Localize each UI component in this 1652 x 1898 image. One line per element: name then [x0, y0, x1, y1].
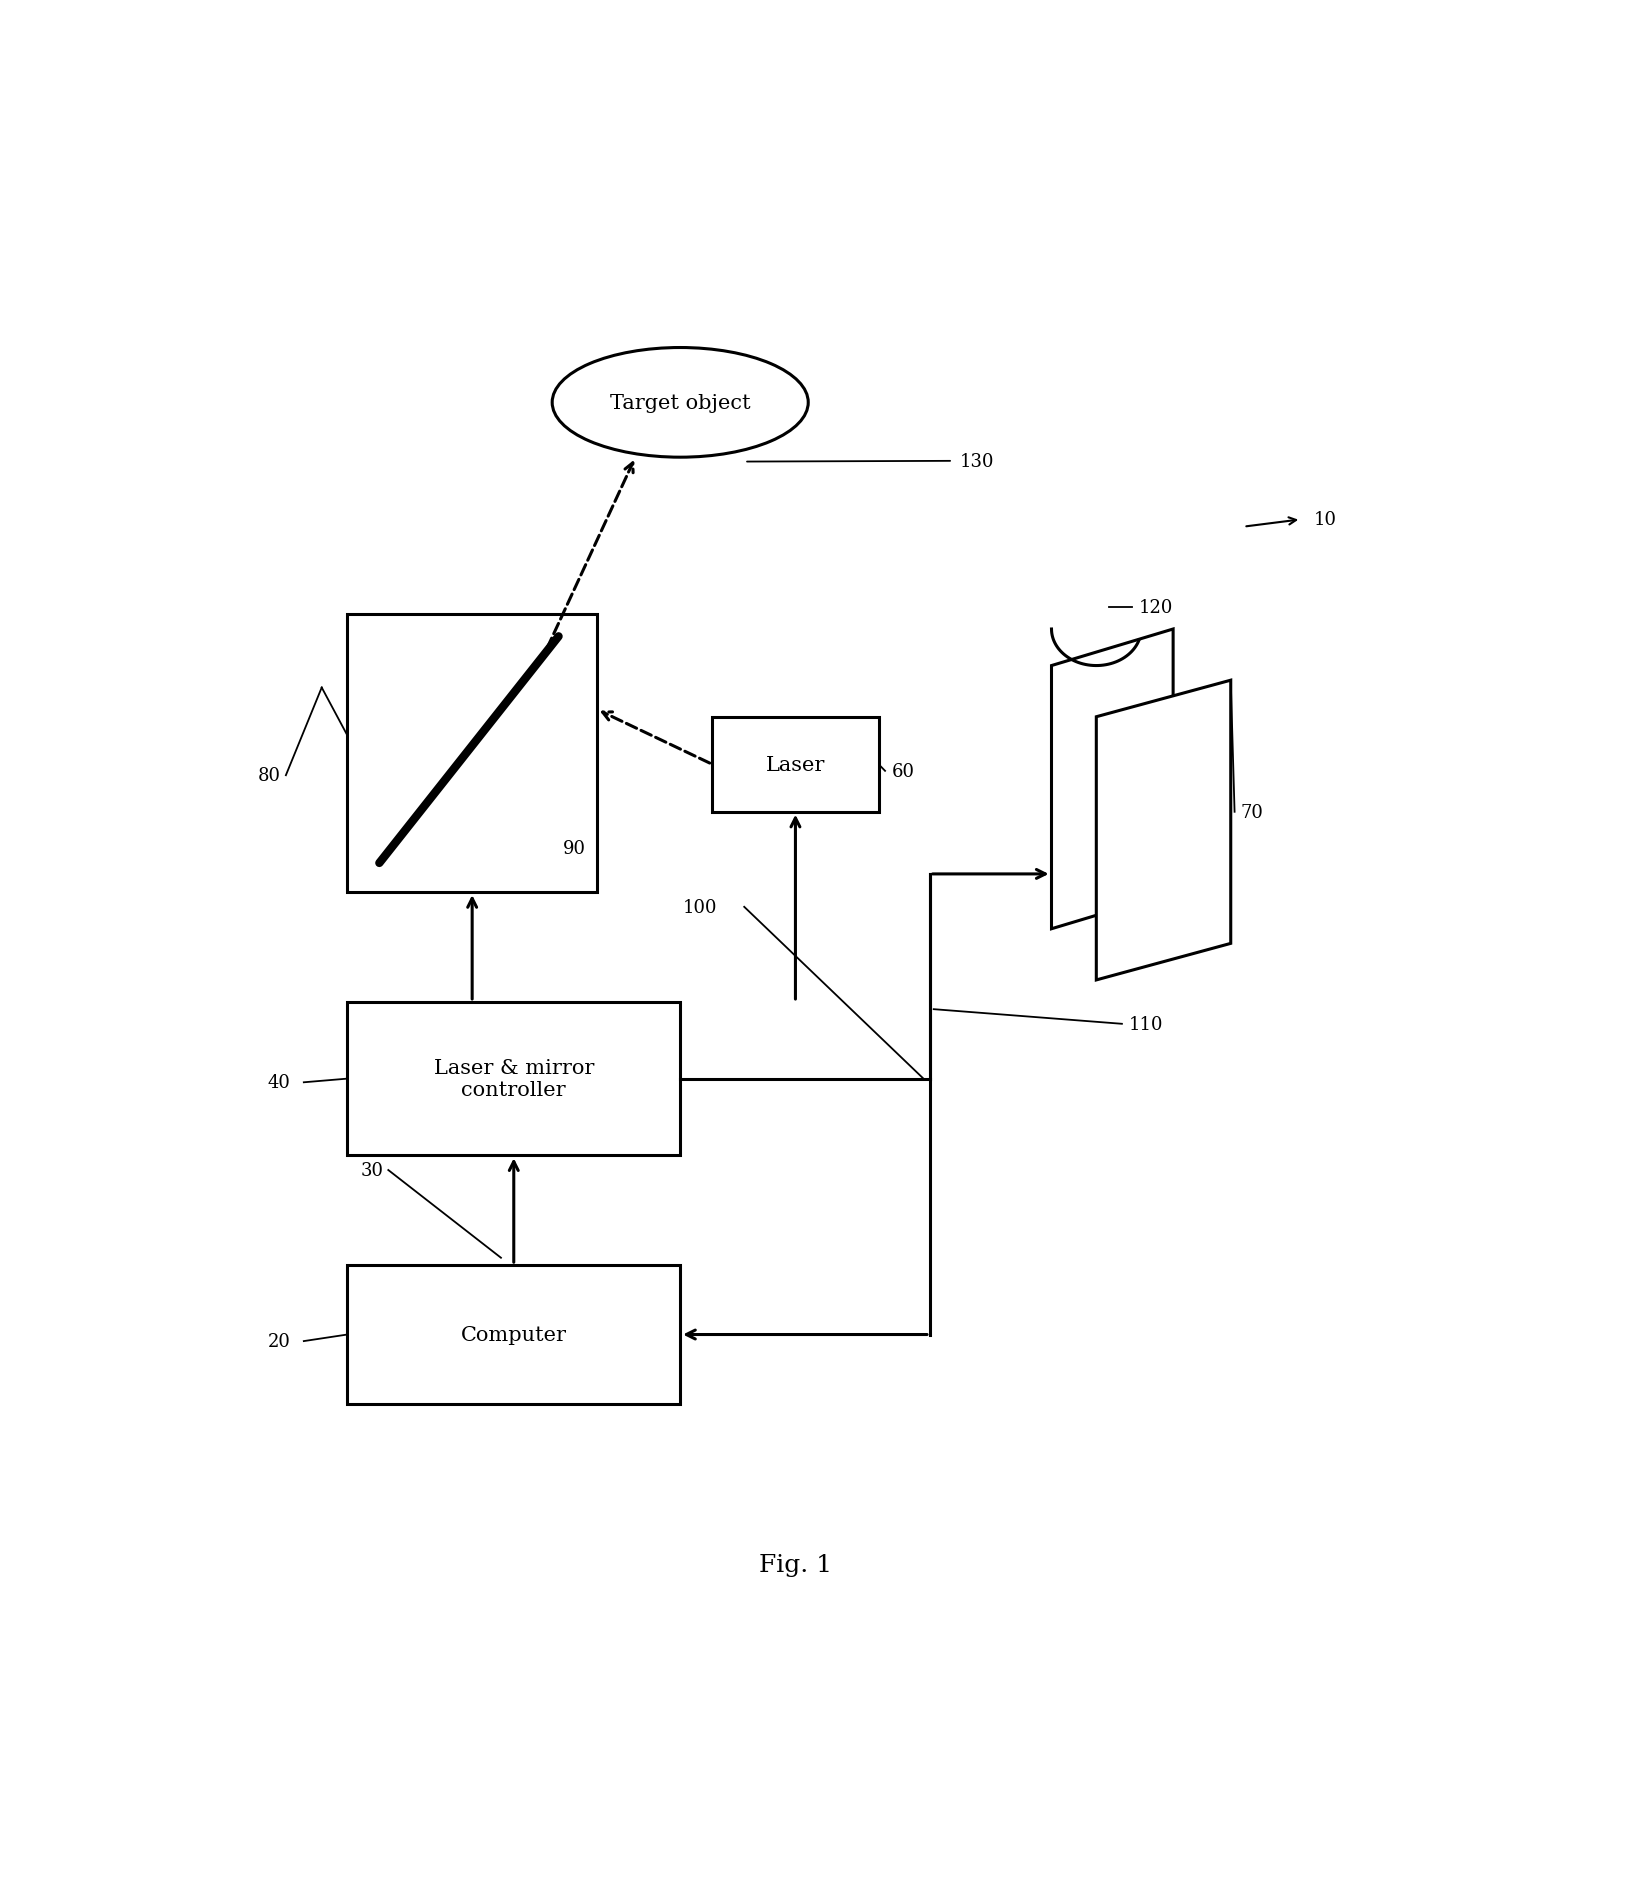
- Text: 70: 70: [1241, 803, 1264, 822]
- FancyBboxPatch shape: [347, 1266, 681, 1405]
- Text: 100: 100: [682, 898, 717, 917]
- Polygon shape: [1097, 681, 1231, 981]
- Polygon shape: [1052, 630, 1173, 930]
- Text: 120: 120: [1138, 598, 1173, 617]
- FancyBboxPatch shape: [347, 1002, 681, 1156]
- Text: 10: 10: [1313, 511, 1336, 530]
- Text: Laser: Laser: [767, 755, 824, 774]
- Ellipse shape: [552, 349, 808, 457]
- Text: 130: 130: [960, 452, 995, 471]
- FancyBboxPatch shape: [712, 717, 879, 812]
- Text: 110: 110: [1128, 1015, 1163, 1033]
- Text: Fig. 1: Fig. 1: [758, 1553, 833, 1577]
- Text: 30: 30: [360, 1162, 383, 1179]
- Text: 40: 40: [268, 1074, 291, 1091]
- Text: Target object: Target object: [610, 393, 750, 412]
- Text: 80: 80: [258, 767, 281, 784]
- Text: Laser & mirror
controller: Laser & mirror controller: [433, 1059, 595, 1099]
- Text: Computer: Computer: [461, 1325, 567, 1344]
- Text: 60: 60: [892, 763, 915, 780]
- Text: 20: 20: [268, 1332, 291, 1349]
- Text: 90: 90: [562, 841, 585, 858]
- FancyBboxPatch shape: [347, 615, 596, 892]
